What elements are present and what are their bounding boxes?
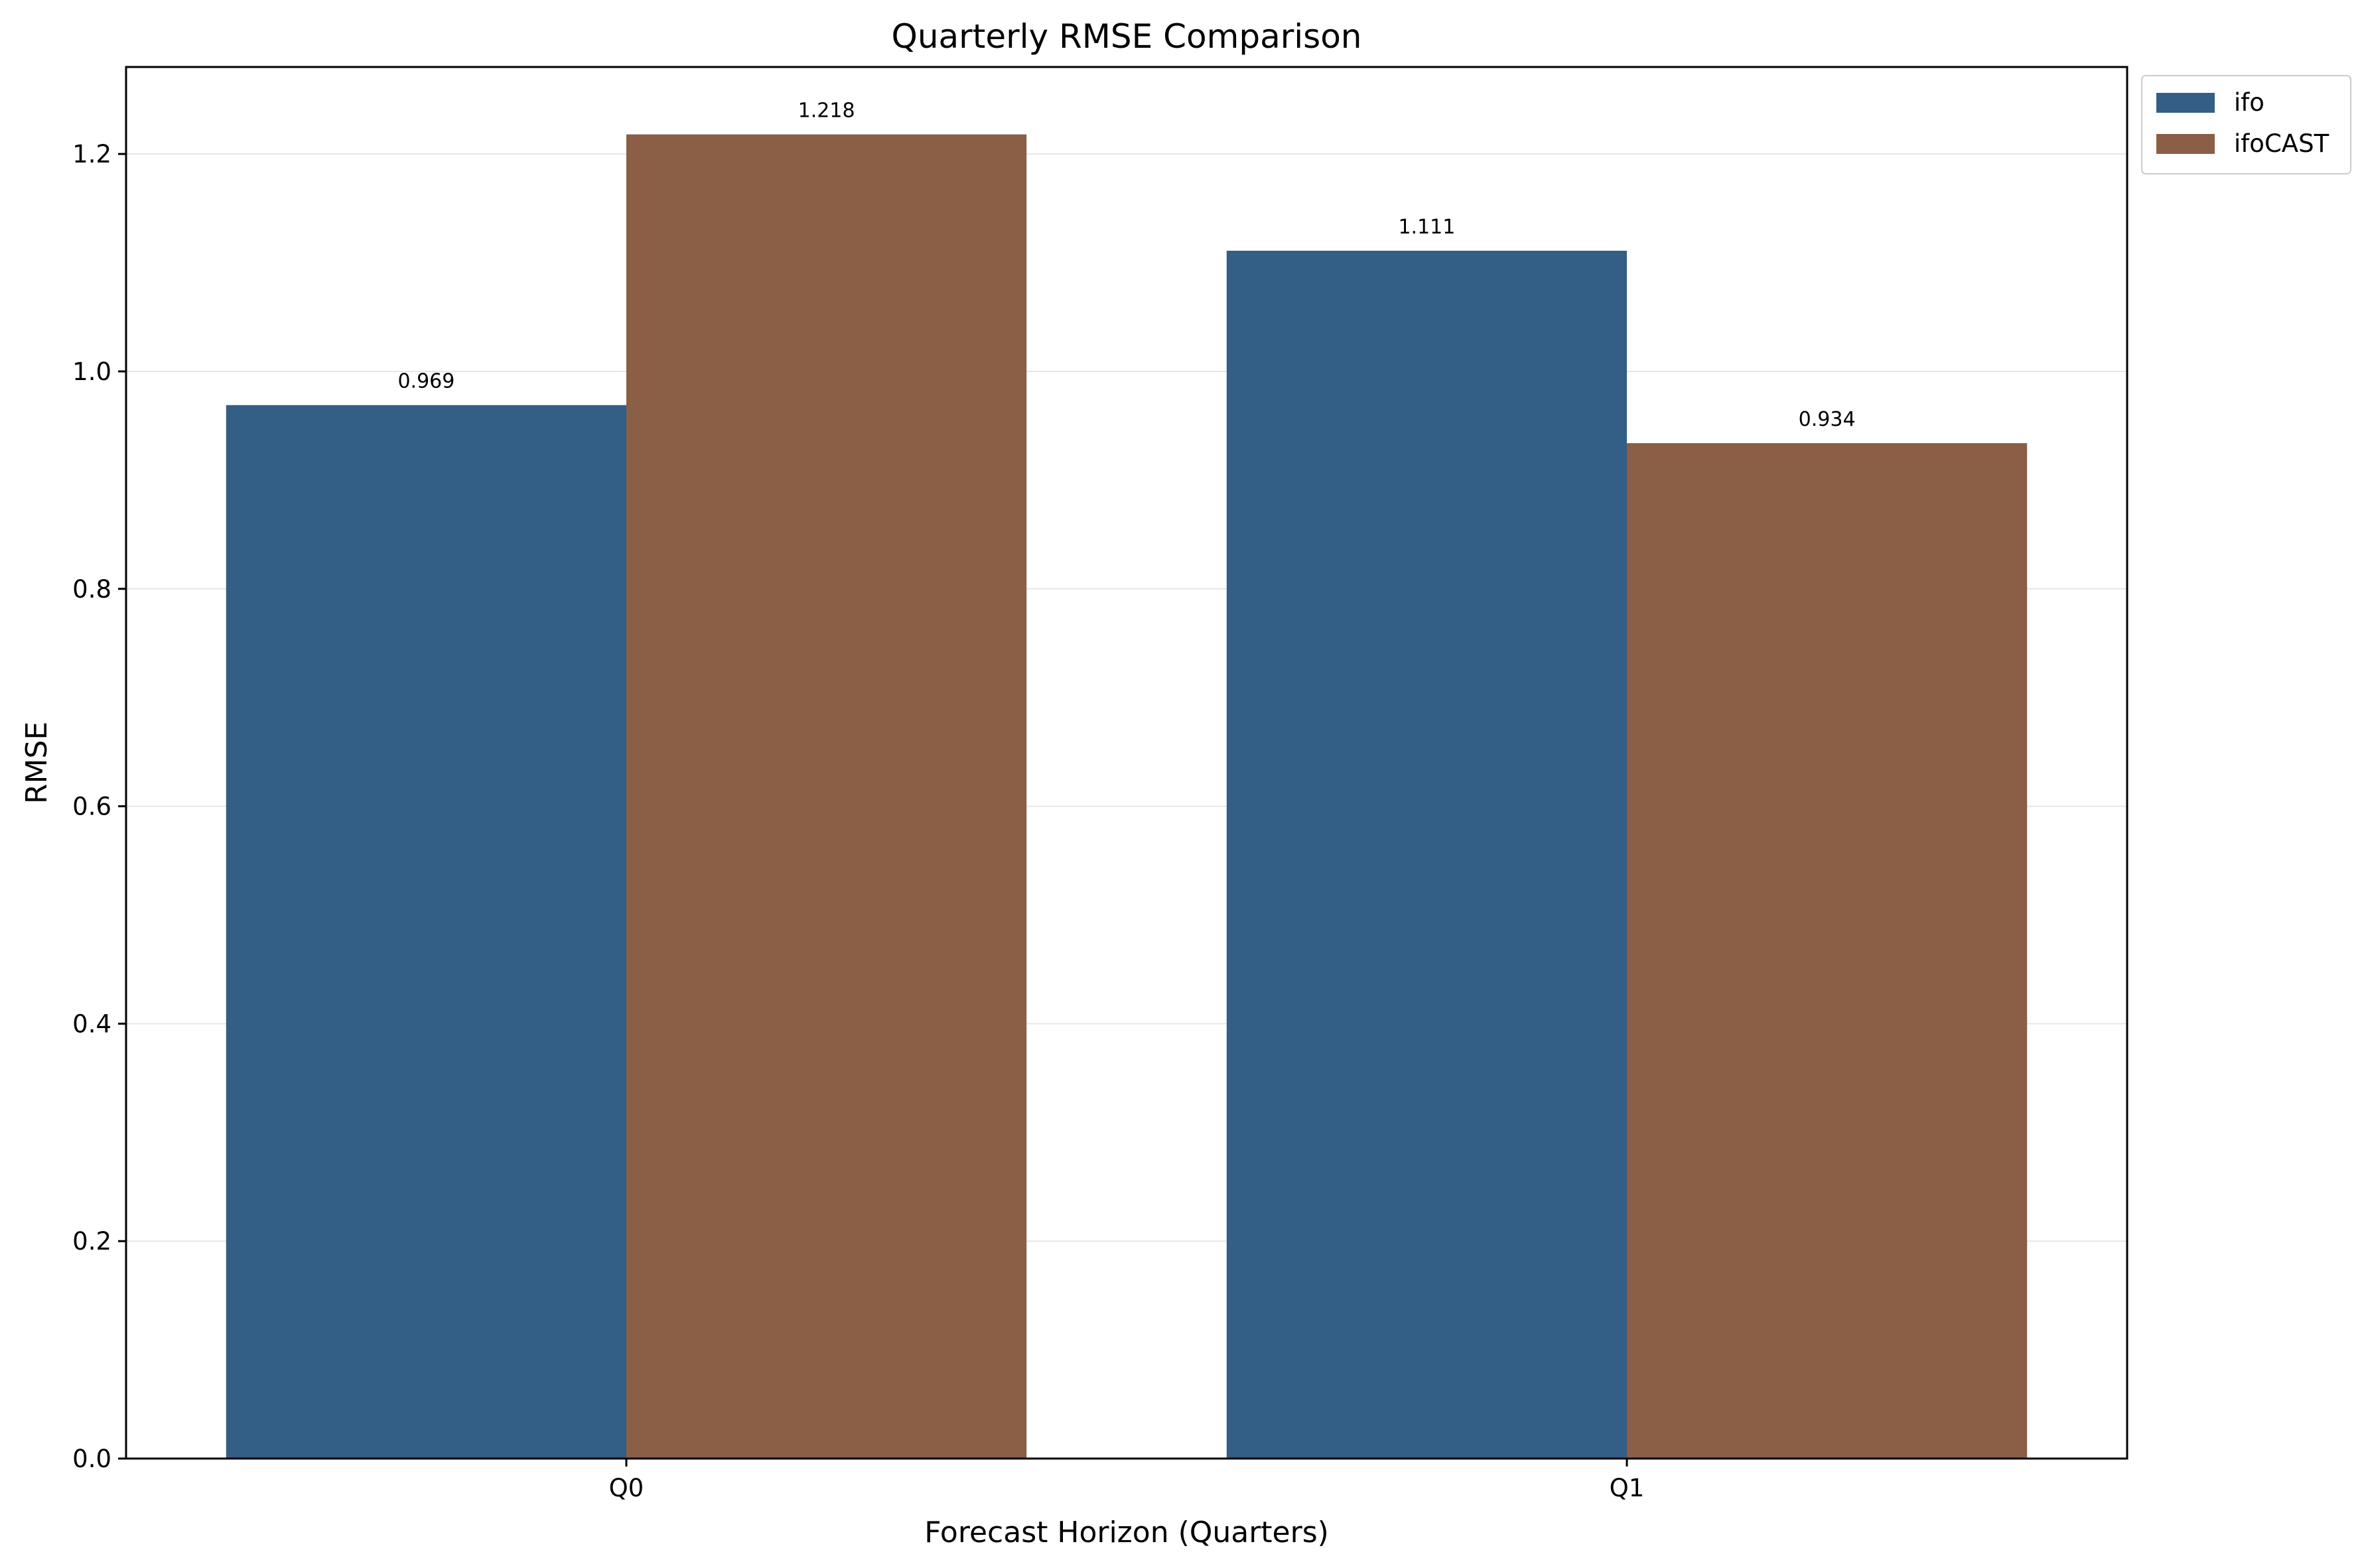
x-tick-label: Q1 bbox=[1610, 1474, 1645, 1502]
y-tick-label: 0.8 bbox=[72, 575, 111, 604]
data-label: 1.218 bbox=[798, 99, 855, 123]
chart-title: Quarterly RMSE Comparison bbox=[891, 17, 1361, 56]
legend: ifo ifoCAST bbox=[2141, 75, 2351, 174]
legend-label-ifo: ifo bbox=[2234, 88, 2264, 117]
y-tick-label: 0.2 bbox=[72, 1227, 111, 1256]
data-label: 0.969 bbox=[397, 370, 454, 393]
legend-swatch-ifoCAST bbox=[2156, 134, 2215, 154]
legend-label-ifoCAST: ifoCAST bbox=[2234, 129, 2329, 158]
data-label: 1.111 bbox=[1398, 216, 1455, 239]
plot-area-frame bbox=[125, 66, 2128, 1460]
y-tick-label: 0.4 bbox=[72, 1010, 111, 1038]
data-label: 0.934 bbox=[1799, 408, 1856, 431]
bar-ifoCAST-Q1 bbox=[1627, 443, 2028, 1459]
y-tick-label: 0.6 bbox=[72, 793, 111, 821]
x-axis-title: Forecast Horizon (Quarters) bbox=[924, 1516, 1329, 1549]
bar-ifoCAST-Q0 bbox=[626, 134, 1027, 1459]
legend-swatch-ifo bbox=[2156, 93, 2215, 113]
data-labels: 0.969 1.218 1.111 0.934 bbox=[397, 99, 1855, 431]
x-tick-label: Q0 bbox=[609, 1474, 644, 1502]
y-axis-title: RMSE bbox=[20, 722, 54, 804]
y-axis-ticks: 0.0 0.2 0.4 0.6 0.8 1.0 1.2 bbox=[72, 140, 126, 1473]
bars bbox=[226, 134, 2028, 1459]
bar-ifo-Q1 bbox=[1226, 251, 1627, 1459]
y-tick-label: 1.2 bbox=[72, 140, 111, 168]
x-axis-ticks: Q0 Q1 bbox=[609, 1459, 1645, 1502]
y-tick-label: 1.0 bbox=[72, 358, 111, 386]
y-tick-label: 0.0 bbox=[72, 1445, 111, 1473]
bar-ifo-Q0 bbox=[226, 405, 626, 1459]
